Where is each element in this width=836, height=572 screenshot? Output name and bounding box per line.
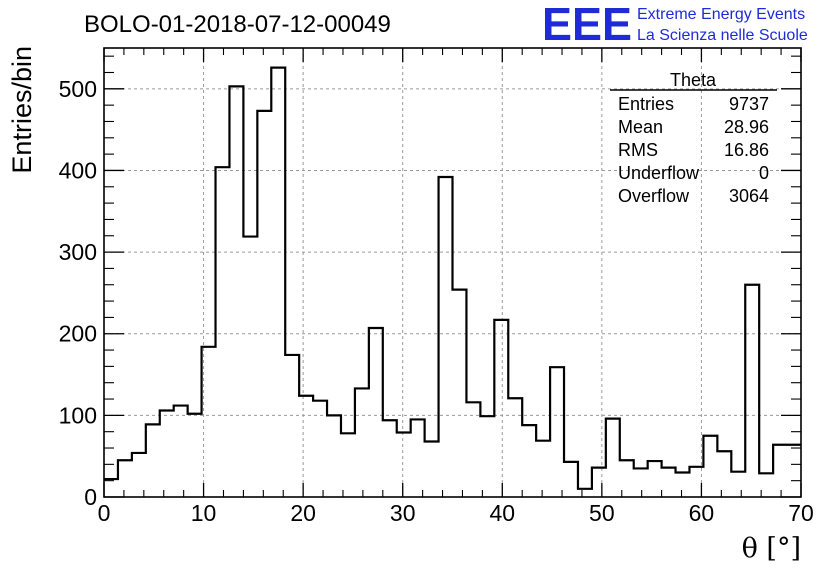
y-tick-labels: 0 100 200 300 400 500 bbox=[59, 76, 97, 510]
y-tick-label: 300 bbox=[59, 239, 97, 265]
plot-frame bbox=[103, 47, 802, 498]
stats-label: Overflow bbox=[618, 186, 690, 206]
x-tick-label: 70 bbox=[788, 500, 814, 526]
logo-line-1: Extreme Energy Events bbox=[637, 6, 805, 23]
page-title: BOLO-01-2018-07-12-00049 bbox=[84, 11, 391, 38]
stats-label: Entries bbox=[618, 94, 674, 114]
stats-label: RMS bbox=[618, 140, 658, 160]
stats-label: Underflow bbox=[618, 163, 700, 183]
x-tick-labels: 0 10 20 30 40 50 60 70 bbox=[98, 500, 814, 526]
eee-logo-mark: EEE bbox=[542, 0, 632, 50]
stats-value: 9737 bbox=[729, 94, 769, 114]
x-axis-label: θ [°] bbox=[742, 533, 801, 564]
x-tick-label: 10 bbox=[191, 500, 217, 526]
logo-line-2: La Scienza nelle Scuole bbox=[637, 27, 808, 44]
stats-title: Theta bbox=[670, 70, 717, 90]
y-tick-label: 0 bbox=[84, 484, 97, 510]
y-tick-label: 100 bbox=[59, 402, 97, 428]
stats-value: 0 bbox=[759, 163, 769, 183]
stats-value: 28.96 bbox=[724, 117, 769, 137]
stats-value: 16.86 bbox=[724, 140, 769, 160]
y-tick-label: 400 bbox=[59, 157, 97, 183]
stats-box: Theta Entries 9737 Mean 28.96 RMS 16.86 Underf… bbox=[610, 70, 777, 206]
stats-value: 3064 bbox=[729, 186, 769, 206]
x-tick-label: 60 bbox=[689, 500, 715, 526]
x-tick-label: 0 bbox=[98, 500, 111, 526]
y-tick-label: 500 bbox=[59, 76, 97, 102]
x-tick-label: 30 bbox=[390, 500, 416, 526]
histogram-line bbox=[104, 66, 801, 490]
y-tick-label: 200 bbox=[59, 321, 97, 347]
stats-rows: Entries 9737 Mean 28.96 RMS 16.86 Underflow 0 Ov… bbox=[618, 94, 769, 206]
x-tick-label: 20 bbox=[290, 500, 316, 526]
axis-ticks bbox=[103, 48, 802, 498]
x-tick-label: 50 bbox=[589, 500, 615, 526]
stats-label: Mean bbox=[618, 117, 663, 137]
grid-lines bbox=[104, 48, 801, 497]
y-axis-label: Entries/bin bbox=[7, 46, 37, 174]
x-tick-label: 40 bbox=[489, 500, 515, 526]
eee-logo: EEE Extreme Energy Events La Scienza nel… bbox=[542, 0, 808, 50]
